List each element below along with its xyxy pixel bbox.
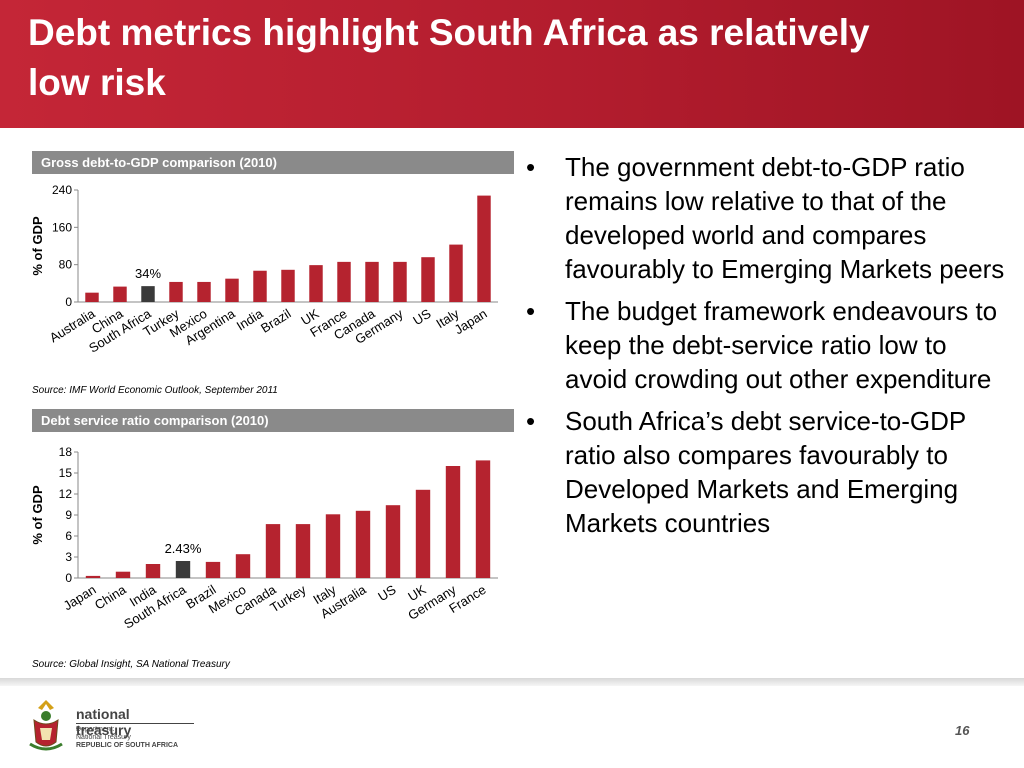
y-tick-label: 3 [65,550,72,564]
chart1-source: Source: IMF World Economic Outlook, Sept… [32,385,278,396]
bar-italy [325,514,341,578]
bullet-text: The government debt-to-GDP ratio remains… [565,152,1005,284]
bar-brazil [281,269,295,302]
logo-name: national treasury [76,706,132,738]
bar-china [113,286,127,302]
bar-japan [85,575,101,578]
national-treasury-logo: national treasury Department: National T… [26,696,194,756]
bar-china [115,571,131,578]
bullet-text: The budget framework endeavours to keep … [565,296,998,394]
bar-germany [445,466,461,578]
y-tick-label: 9 [65,508,72,522]
y-axis-label: % of GDP [30,216,45,276]
x-tick-label: South Africa [121,581,189,631]
bar-germany [393,261,407,302]
y-tick-label: 18 [59,445,73,459]
logo-country: REPUBLIC OF SOUTH AFRICA [76,742,179,749]
bar-canada [365,261,379,302]
bar-brazil [205,561,221,578]
bar-india [253,270,267,302]
footer-divider [0,678,1024,686]
bullet-list: • The government debt-to-GDP ratio remain… [520,150,1010,548]
logo-treasury: National Treasury [76,734,131,741]
bullet-item: • The government debt-to-GDP ratio remain… [520,150,1010,286]
data-label-highlight: 34% [135,266,161,281]
chart1-title: Gross debt-to-GDP comparison (2010) [32,151,514,174]
bar-australia [355,510,371,578]
bar-south-africa [141,286,155,302]
x-tick-label: Japan [61,582,99,613]
y-tick-label: 80 [59,258,73,272]
bar-canada [265,524,281,578]
bullet-text: South Africa’s debt service-to-GDP ratio… [565,406,966,538]
bar-turkey [295,524,311,578]
chart2-source: Source: Global Insight, SA National Trea… [32,659,230,670]
title-banner: Debt metrics highlight South Africa as r… [0,0,1024,128]
x-tick-label: Japan [452,306,490,337]
bar-argentina [225,278,239,302]
x-tick-label: US [375,582,399,604]
bullet-dot: • [526,296,536,326]
slide-title: Debt metrics highlight South Africa as r… [28,12,870,103]
bar-mexico [197,281,211,302]
y-tick-label: 6 [65,529,72,543]
bar-uk [415,489,431,578]
bar-france [475,460,491,578]
y-tick-label: 12 [59,487,73,501]
chart2-title: Debt service ratio comparison (2010) [32,409,514,432]
y-tick-label: 15 [59,466,73,480]
bar-south-africa [175,560,191,578]
coat-of-arms-icon [29,700,63,751]
bullet-dot: • [526,406,536,436]
data-label-highlight: 2.43% [165,541,202,556]
bar-australia [85,292,99,302]
bar-us [385,505,401,578]
bar-india [145,564,161,578]
bar-uk [309,265,323,302]
bullet-dot: • [526,152,536,182]
y-tick-label: 240 [52,183,72,197]
x-tick-label: China [92,581,129,612]
y-tick-label: 0 [65,295,72,309]
logo-rule [76,723,194,724]
bar-us [421,257,435,302]
bar-turkey [169,281,183,302]
y-tick-label: 160 [52,220,72,234]
bullet-item: • South Africa’s debt service-to-GDP rati… [520,404,1010,540]
y-axis-label: % of GDP [30,485,45,545]
bar-mexico [235,554,251,578]
x-tick-label: US [410,306,434,328]
bar-japan [477,195,491,302]
page-number: 16 [955,723,970,738]
bar-france [337,261,351,302]
logo-department: Department: [76,726,115,733]
bullet-item: • The budget framework endeavours to keep… [520,294,1010,396]
bar-italy [449,244,463,302]
x-tick-label: Brazil [258,306,294,336]
y-tick-label: 0 [65,571,72,585]
